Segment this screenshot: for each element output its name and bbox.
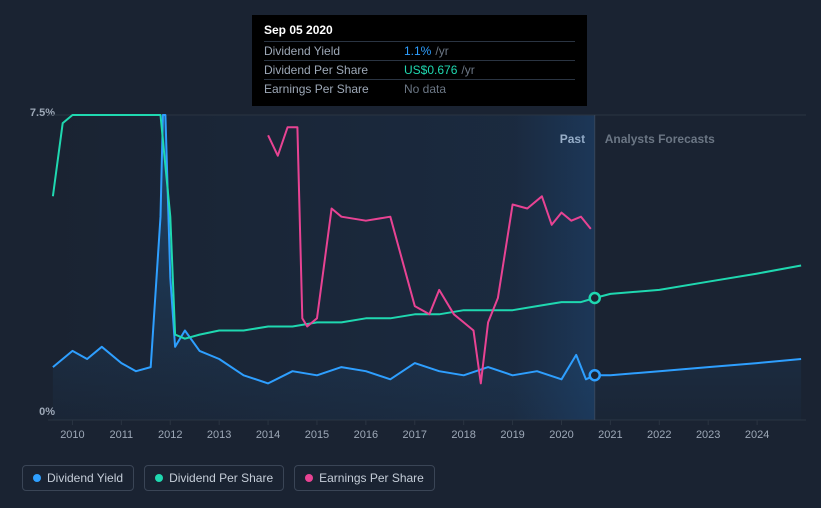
x-axis-tick: 2018: [444, 429, 484, 441]
tooltip-row: Dividend Yield1.1% /yr: [264, 41, 575, 60]
chart-marker: [590, 370, 600, 380]
tooltip-row-unit: /yr: [435, 44, 448, 58]
legend-label: Dividend Yield: [47, 471, 123, 485]
legend-dot: [155, 474, 163, 482]
x-axis-tick: 2015: [297, 429, 337, 441]
x-axis-tick: 2019: [493, 429, 533, 441]
legend-item[interactable]: Dividend Per Share: [144, 465, 284, 491]
tooltip-row-label: Dividend Per Share: [264, 63, 404, 77]
x-axis-tick: 2022: [639, 429, 679, 441]
tooltip-row-value: US$0.676: [404, 63, 457, 77]
legend-dot: [305, 474, 313, 482]
chart-tooltip: Sep 05 2020 Dividend Yield1.1%/yrDividen…: [252, 15, 587, 106]
chart-legend: Dividend Yield Dividend Per Share Earnings…: [22, 465, 435, 491]
legend-dot: [33, 474, 41, 482]
chart-marker: [590, 293, 600, 303]
x-axis-tick: 2010: [52, 429, 92, 441]
legend-item[interactable]: Earnings Per Share: [294, 465, 435, 491]
x-axis-tick: 2011: [101, 429, 141, 441]
x-axis-tick: 2023: [688, 429, 728, 441]
tooltip-row: Earnings Per ShareNo data: [264, 79, 575, 98]
dividend-chart: Sep 05 2020 Dividend Yield1.1%/yrDividen…: [0, 0, 821, 508]
tooltip-date: Sep 05 2020: [264, 23, 575, 41]
plot-area[interactable]: [48, 115, 806, 420]
x-axis-tick: 2014: [248, 429, 288, 441]
x-axis-tick: 2017: [395, 429, 435, 441]
x-axis-tick: 2021: [590, 429, 630, 441]
tooltip-row-value: No data: [404, 82, 446, 96]
legend-item[interactable]: Dividend Yield: [22, 465, 134, 491]
x-axis-tick: 2012: [150, 429, 190, 441]
x-axis-tick: 2013: [199, 429, 239, 441]
tooltip-row-label: Dividend Yield: [264, 44, 404, 58]
x-axis-tick: 2016: [346, 429, 386, 441]
tooltip-row-unit: /yr: [461, 63, 474, 77]
tooltip-row-label: Earnings Per Share: [264, 82, 404, 96]
x-axis-tick: 2024: [737, 429, 777, 441]
legend-label: Earnings Per Share: [319, 471, 424, 485]
x-axis-tick: 2020: [541, 429, 581, 441]
legend-label: Dividend Per Share: [169, 471, 273, 485]
tooltip-row-value: 1.1%: [404, 44, 431, 58]
tooltip-row: Dividend Per ShareUS$0.676/yr: [264, 60, 575, 79]
